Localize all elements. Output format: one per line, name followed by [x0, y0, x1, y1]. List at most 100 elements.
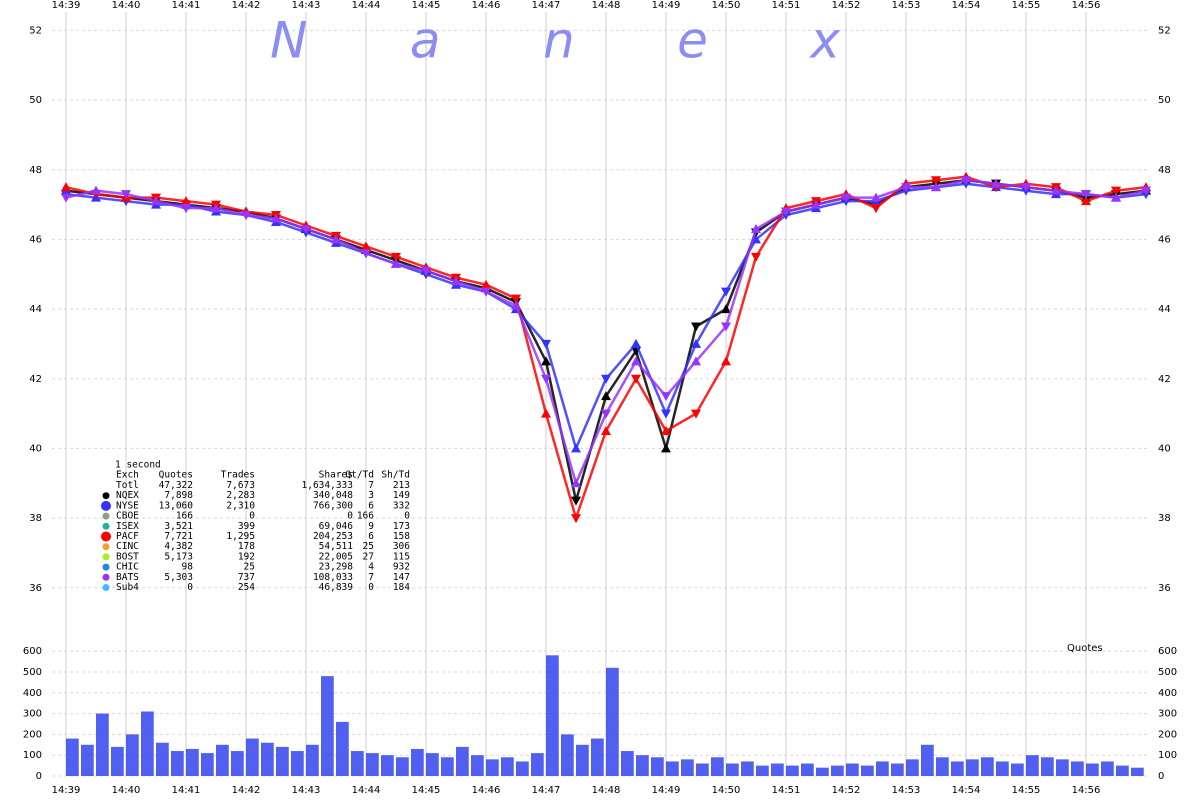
table-header: Shares	[319, 470, 353, 481]
quote-marker	[871, 204, 881, 214]
quote-marker	[391, 258, 401, 268]
panel-label: Quotes	[1067, 643, 1103, 654]
table-cell: Sub4	[116, 582, 139, 593]
x-tick-label: 14:39	[52, 0, 81, 11]
y-tick-label: 36	[29, 583, 42, 594]
quote-marker	[361, 249, 371, 259]
x-tick-label: 14:56	[1072, 785, 1101, 796]
table-header: Exch	[116, 470, 139, 481]
table-cell: 1,295	[226, 531, 255, 542]
quote-bar	[231, 751, 244, 776]
quote-bar	[306, 744, 319, 776]
x-tick-label: 14:51	[772, 0, 801, 11]
y2-tick-label: 300	[1158, 709, 1177, 720]
quote-marker	[661, 392, 671, 402]
quote-marker	[631, 356, 641, 366]
exchange-marker	[102, 512, 110, 520]
quote-bar	[816, 767, 829, 776]
quote-bar	[771, 763, 784, 776]
table-cell: 6	[368, 531, 374, 542]
y-tick-label: 400	[23, 688, 42, 699]
table-cell: 108,033	[313, 572, 353, 583]
quote-marker	[601, 391, 611, 401]
table-cell: 9	[368, 521, 374, 532]
table-cell: ISEX	[116, 521, 139, 532]
table-cell: 766,300	[313, 500, 353, 511]
table-cell: 3	[368, 490, 374, 501]
x-tick-label: 14:44	[352, 0, 381, 11]
quote-bar	[801, 763, 814, 776]
table-cell: 173	[393, 521, 410, 532]
table-cell: NYSE	[116, 500, 139, 511]
y-tick-label: 100	[23, 750, 42, 761]
quote-marker	[61, 182, 71, 192]
quote-bar	[621, 751, 634, 776]
quote-marker	[991, 178, 1001, 188]
y2-tick-label: 100	[1158, 750, 1177, 761]
x-tick-label: 14:52	[832, 0, 861, 11]
quote-marker	[871, 192, 881, 202]
table-cell: 7	[368, 572, 374, 583]
quote-marker	[481, 279, 491, 289]
quote-marker	[151, 196, 161, 206]
quote-marker	[961, 176, 971, 186]
exchange-marker	[102, 553, 110, 561]
quote-bar	[951, 761, 964, 776]
quote-marker	[1111, 192, 1121, 202]
table-cell: 184	[393, 582, 410, 593]
table-cell: 7,673	[226, 480, 255, 491]
quote-bar	[831, 765, 844, 776]
quote-marker	[1081, 196, 1091, 206]
table-cell: 47,322	[159, 480, 193, 491]
table-cell: 147	[393, 572, 410, 583]
quote-marker	[511, 300, 521, 310]
y2-tick-label: 500	[1158, 667, 1177, 678]
table-header: Sh/Td	[381, 470, 410, 481]
quote-bar	[516, 761, 529, 776]
quote-marker	[661, 426, 671, 435]
quote-bar	[531, 753, 544, 776]
quote-marker	[1051, 185, 1061, 195]
exchange-marker	[102, 522, 110, 530]
quote-bar	[921, 744, 934, 776]
table-cell: 0	[187, 582, 193, 593]
table-header: Qt/Td	[345, 470, 374, 481]
quote-bar	[261, 742, 274, 776]
quote-marker	[361, 241, 371, 251]
y2-tick-label: 40	[1158, 443, 1171, 454]
quote-bar	[381, 755, 394, 776]
quote-bar	[141, 711, 154, 776]
quote-marker	[691, 409, 701, 419]
y2-tick-label: 200	[1158, 729, 1177, 740]
grid	[52, 12, 1150, 777]
quote-marker	[541, 408, 551, 418]
watermark-title: N a n e x	[270, 12, 840, 70]
quote-bar	[1116, 765, 1129, 776]
quote-bar	[486, 759, 499, 776]
y2-tick-label: 44	[1158, 304, 1171, 315]
table-cell: 399	[238, 521, 255, 532]
exchange-marker	[102, 573, 110, 581]
quote-bar	[591, 738, 604, 776]
y2-tick-label: 600	[1158, 646, 1177, 657]
x-tick-label: 14:43	[292, 785, 321, 796]
quote-marker	[661, 443, 671, 453]
table-cell: 7,721	[164, 531, 193, 542]
quote-bar	[786, 765, 799, 776]
quote-marker	[661, 409, 671, 419]
quote-marker	[181, 204, 191, 214]
quote-bar	[726, 763, 739, 776]
quote-marker	[571, 514, 581, 524]
y2-tick-label: 46	[1158, 234, 1171, 245]
x-tick-label: 14:43	[292, 0, 321, 11]
quote-bar	[1056, 759, 1069, 776]
quote-marker	[601, 409, 611, 419]
quote-bar	[1071, 761, 1084, 776]
quote-marker	[541, 356, 551, 366]
table-cell: 213	[393, 480, 410, 491]
quote-marker	[631, 338, 641, 348]
quote-bar	[846, 763, 859, 776]
quote-marker	[931, 182, 941, 192]
y-tick-label: 0	[36, 771, 42, 782]
